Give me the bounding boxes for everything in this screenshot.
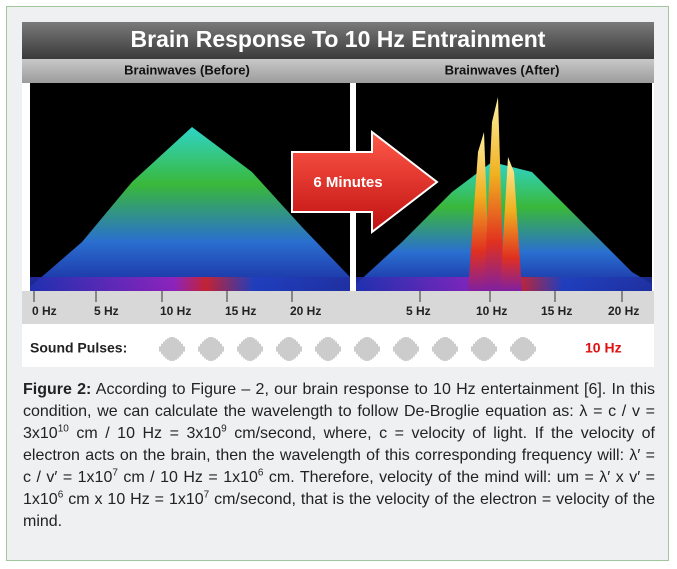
tick-label: 10 Hz bbox=[476, 304, 507, 318]
caption-text: cm / 10 Hz = 1x10 bbox=[118, 469, 258, 486]
tick-label: 10 Hz bbox=[160, 304, 191, 318]
figure-image: Brain Response To 10 Hz Entrainment Brai… bbox=[22, 22, 654, 367]
figure-title: Brain Response To 10 Hz Entrainment bbox=[131, 26, 546, 52]
spectrum-base bbox=[30, 277, 350, 291]
caption-text: cm x 10 Hz = 1x10 bbox=[63, 491, 203, 508]
panel-label: Brainwaves (After) bbox=[445, 62, 560, 77]
tick-label: 0 Hz bbox=[32, 304, 57, 318]
pulses-frequency: 10 Hz bbox=[585, 340, 622, 356]
caption: Figure 2: According to Figure – 2, our b… bbox=[23, 379, 655, 533]
panel-label: Brainwaves (Before) bbox=[124, 62, 250, 77]
tick-label: 20 Hz bbox=[290, 304, 321, 318]
tick-label: 15 Hz bbox=[225, 304, 256, 318]
tick-label: 5 Hz bbox=[406, 304, 431, 318]
caption-label: Figure 2: bbox=[23, 381, 91, 398]
pulses-label: Sound Pulses: bbox=[30, 340, 127, 356]
arrow-label: 6 Minutes bbox=[313, 174, 382, 191]
superscript: 10 bbox=[58, 424, 69, 435]
tick-label: 20 Hz bbox=[608, 304, 639, 318]
caption-text: cm / 10 Hz = 3x10 bbox=[69, 425, 221, 442]
figure-frame: Brain Response To 10 Hz Entrainment Brai… bbox=[6, 6, 669, 561]
tick-label: 15 Hz bbox=[541, 304, 572, 318]
tick-label: 5 Hz bbox=[94, 304, 119, 318]
